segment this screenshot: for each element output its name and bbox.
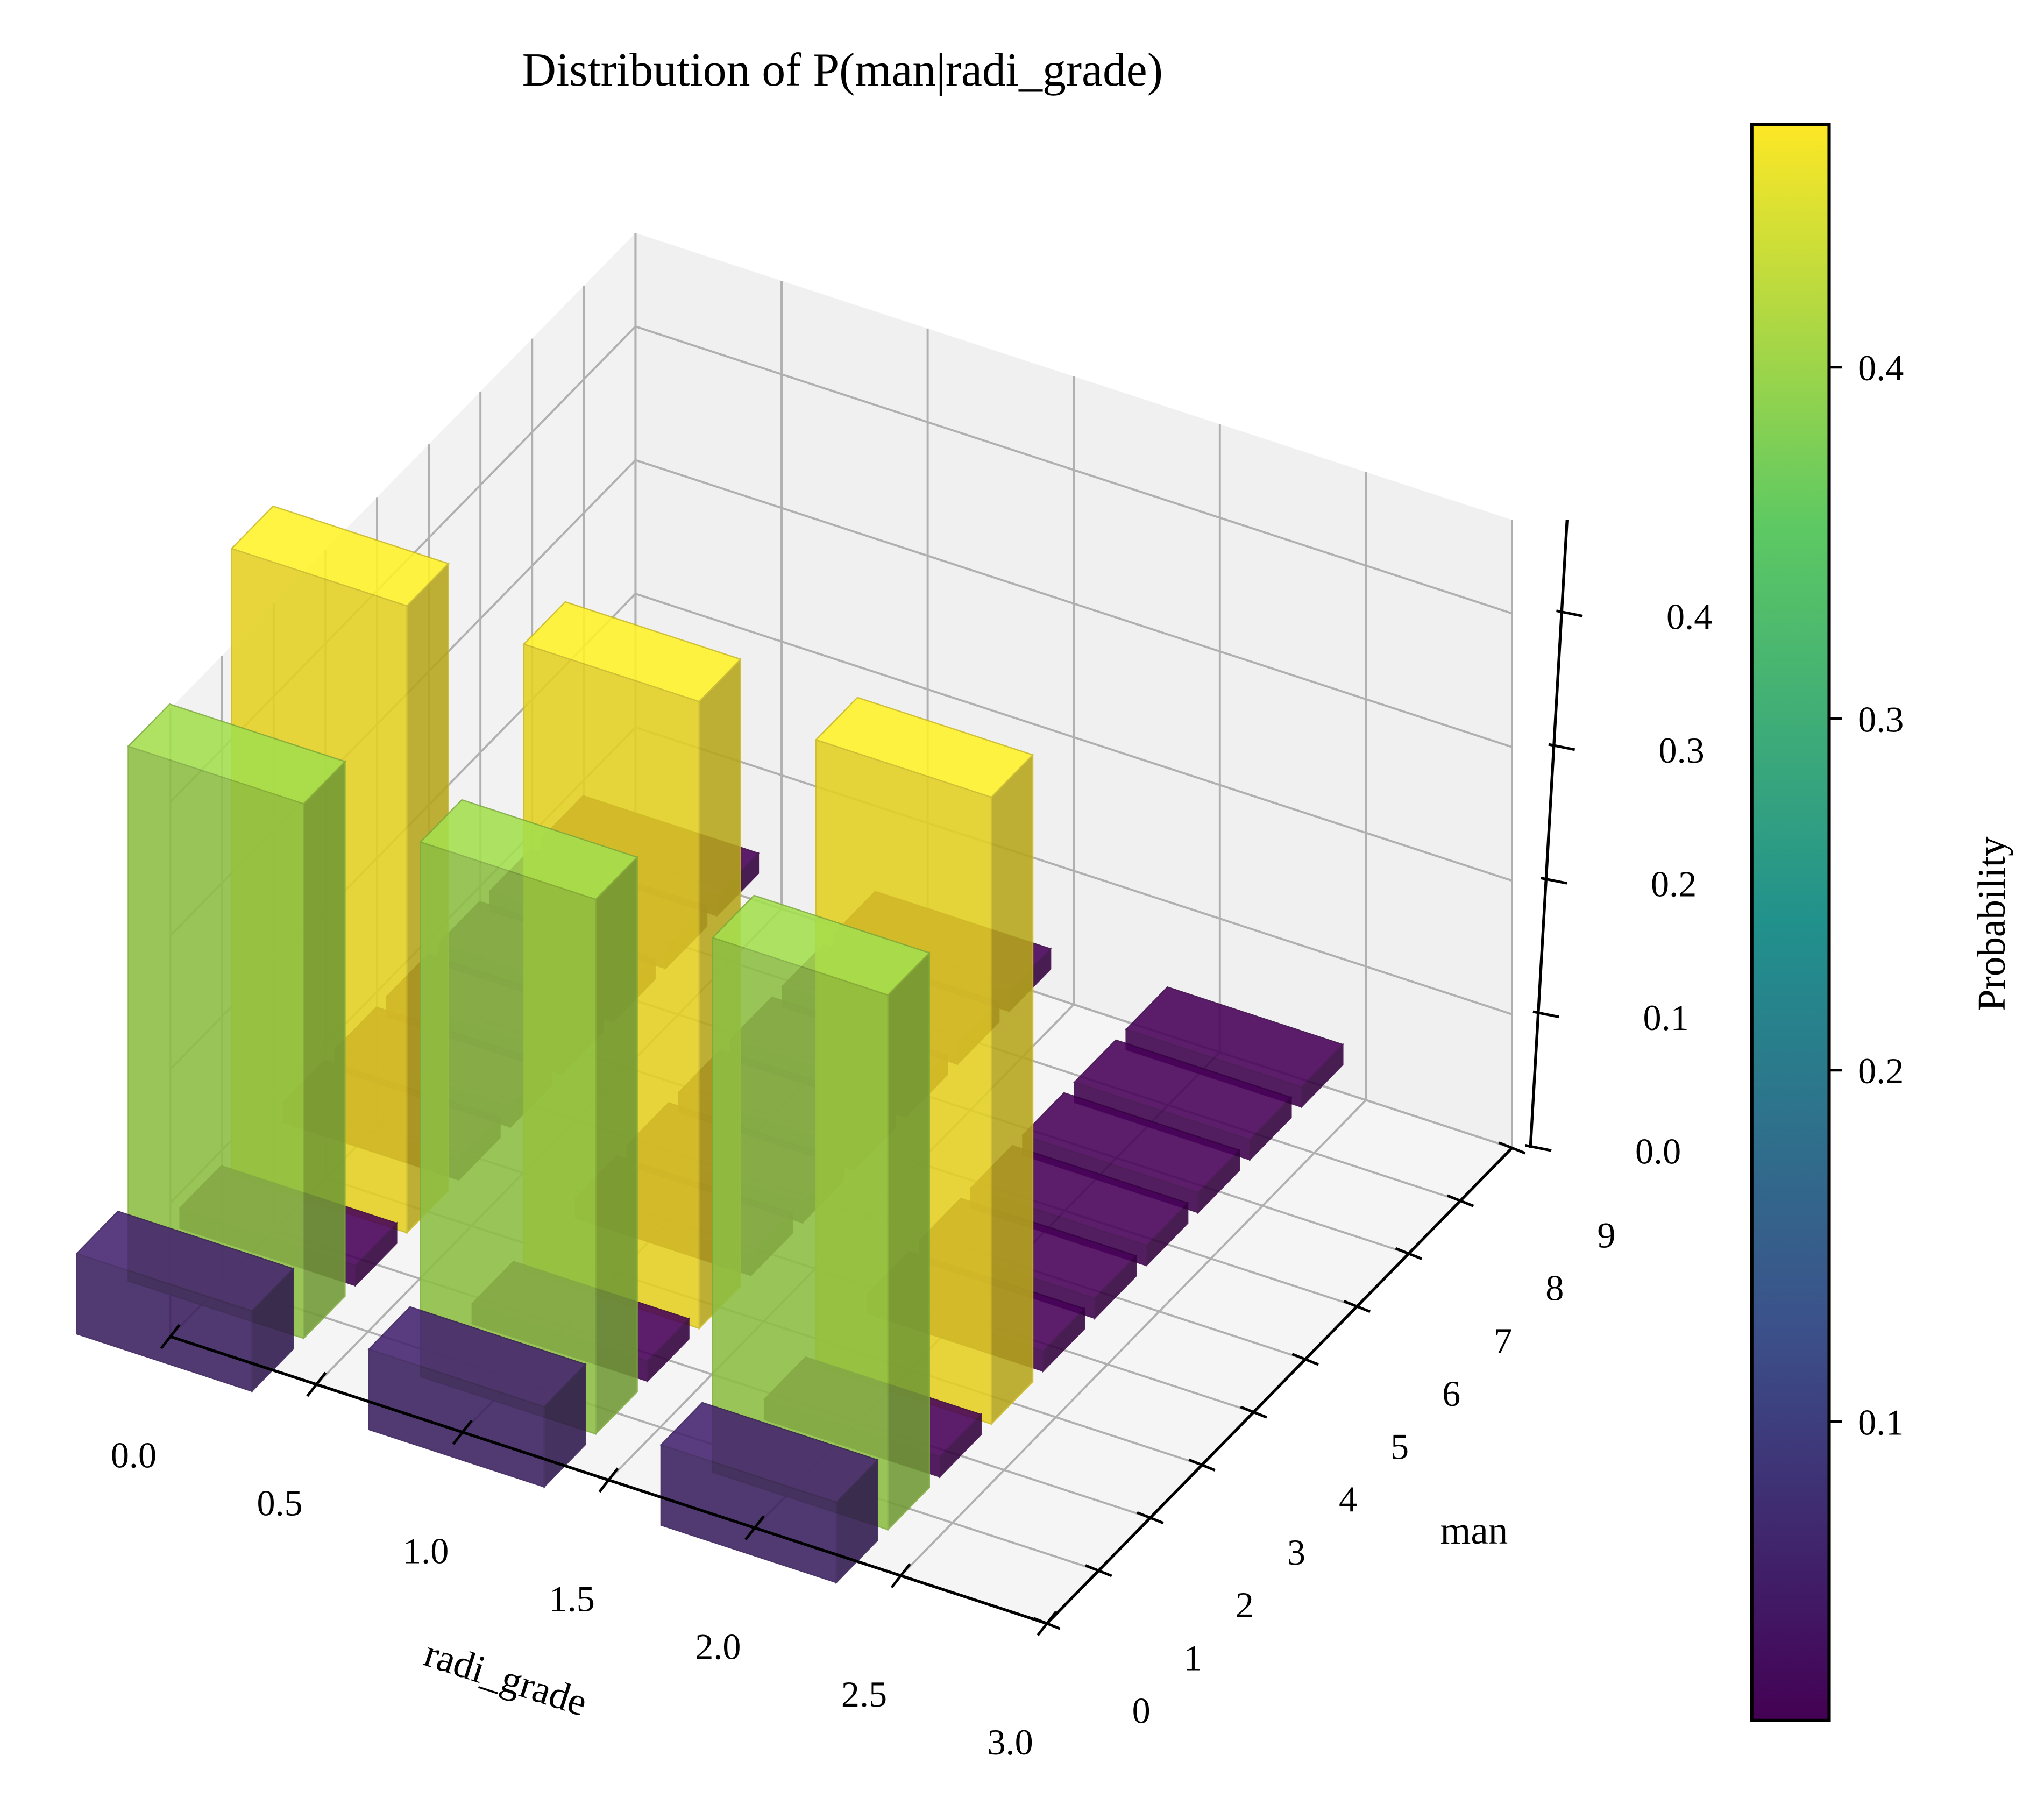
y-tick-label: 9	[1597, 1214, 1615, 1255]
bar-side	[887, 951, 930, 1531]
bar	[127, 703, 346, 1340]
y-tick-label: 7	[1494, 1320, 1512, 1361]
colorbar-tick-label: 0.2	[1858, 1050, 1904, 1091]
colorbar	[1750, 123, 1831, 1722]
grid-line	[273, 1230, 1151, 1519]
x-tick-label: 0.0	[111, 1435, 157, 1476]
bar-top	[1125, 986, 1344, 1088]
bar	[75, 1210, 295, 1393]
y-tick-label: 1	[1184, 1637, 1202, 1678]
chart-title: Distribution of P(man|radi_grade)	[522, 44, 1163, 96]
y-tick-label: 4	[1339, 1479, 1357, 1520]
tick-mark	[744, 1515, 765, 1541]
bar-top	[814, 697, 1034, 798]
tick-mark	[1137, 1511, 1164, 1525]
x-tick-label: 2.5	[841, 1674, 887, 1715]
tick-mark	[1446, 1194, 1474, 1207]
tick-mark	[306, 1371, 327, 1397]
bar-top	[522, 601, 742, 702]
x-axis-label: radi_grade	[419, 1631, 592, 1725]
tick-mark	[452, 1419, 473, 1445]
bar	[419, 799, 638, 1436]
tick-mark	[1343, 1300, 1371, 1313]
tick-mark	[1188, 1458, 1216, 1472]
grid-line	[635, 325, 1513, 615]
bar-top	[711, 894, 931, 996]
axis-line	[1046, 1147, 1513, 1625]
tick-mark	[598, 1467, 619, 1493]
z-tick-label: 0.3	[1659, 730, 1705, 771]
bar-top	[127, 703, 346, 805]
z-tick-label: 0.2	[1651, 864, 1697, 905]
z-tick-label: 0.1	[1643, 997, 1689, 1038]
y-tick-label: 8	[1545, 1268, 1564, 1309]
bar-top	[1073, 1039, 1293, 1141]
x-tick-label: 0.5	[257, 1483, 302, 1524]
bar-top	[75, 1210, 295, 1312]
z-tick-label: 0.4	[1666, 596, 1712, 637]
x-tick-label: 1.0	[403, 1531, 449, 1572]
axis-line	[1529, 520, 1569, 1148]
tick-mark	[1240, 1405, 1267, 1419]
y-tick-label: 2	[1236, 1584, 1254, 1625]
tick-mark	[1556, 609, 1583, 617]
grid-line	[635, 726, 1513, 1015]
bar-side	[990, 753, 1034, 1426]
tick-mark	[1033, 1617, 1061, 1630]
colorbar-tick-label: 0.1	[1858, 1402, 1904, 1443]
tick-mark	[1395, 1247, 1423, 1260]
tick-mark	[1532, 1010, 1560, 1019]
y-axis-label: man	[1440, 1509, 1508, 1552]
bar-top	[230, 505, 450, 607]
bar-side	[595, 855, 638, 1436]
grid-line	[635, 593, 1513, 882]
tick-mark	[160, 1324, 181, 1349]
grid-line	[900, 1099, 1367, 1577]
z-tick-label: 0.0	[1635, 1131, 1681, 1172]
bar	[367, 1306, 587, 1489]
tick-mark	[890, 1563, 911, 1589]
y-tick-label: 0	[1132, 1690, 1151, 1731]
bar-top	[1021, 1092, 1241, 1193]
y-tick-label: 6	[1442, 1373, 1460, 1414]
bar-top	[659, 1402, 879, 1503]
tick-mark	[1085, 1564, 1112, 1577]
bar	[711, 894, 931, 1531]
colorbar-tick-label: 0.4	[1858, 347, 1904, 388]
tick-mark	[1291, 1353, 1319, 1366]
bar	[659, 1402, 879, 1584]
tick-mark	[1498, 1141, 1526, 1155]
bar-top	[367, 1306, 587, 1408]
grid-line	[222, 1282, 1099, 1572]
grid-line	[635, 459, 1513, 748]
tick-mark	[1540, 877, 1567, 885]
colorbar-tick-label: 0.3	[1858, 699, 1904, 740]
bar-side	[303, 759, 346, 1340]
tick-mark	[1524, 1144, 1552, 1152]
bar-top	[419, 799, 638, 900]
x-tick-label: 3.0	[987, 1722, 1033, 1763]
y-tick-label: 5	[1390, 1426, 1409, 1467]
colorbar-label: Probability	[1970, 836, 2013, 1011]
x-tick-label: 1.5	[549, 1578, 595, 1619]
x-tick-label: 2.0	[695, 1626, 741, 1667]
y-tick-label: 3	[1287, 1532, 1305, 1573]
tick-mark	[1548, 743, 1575, 751]
